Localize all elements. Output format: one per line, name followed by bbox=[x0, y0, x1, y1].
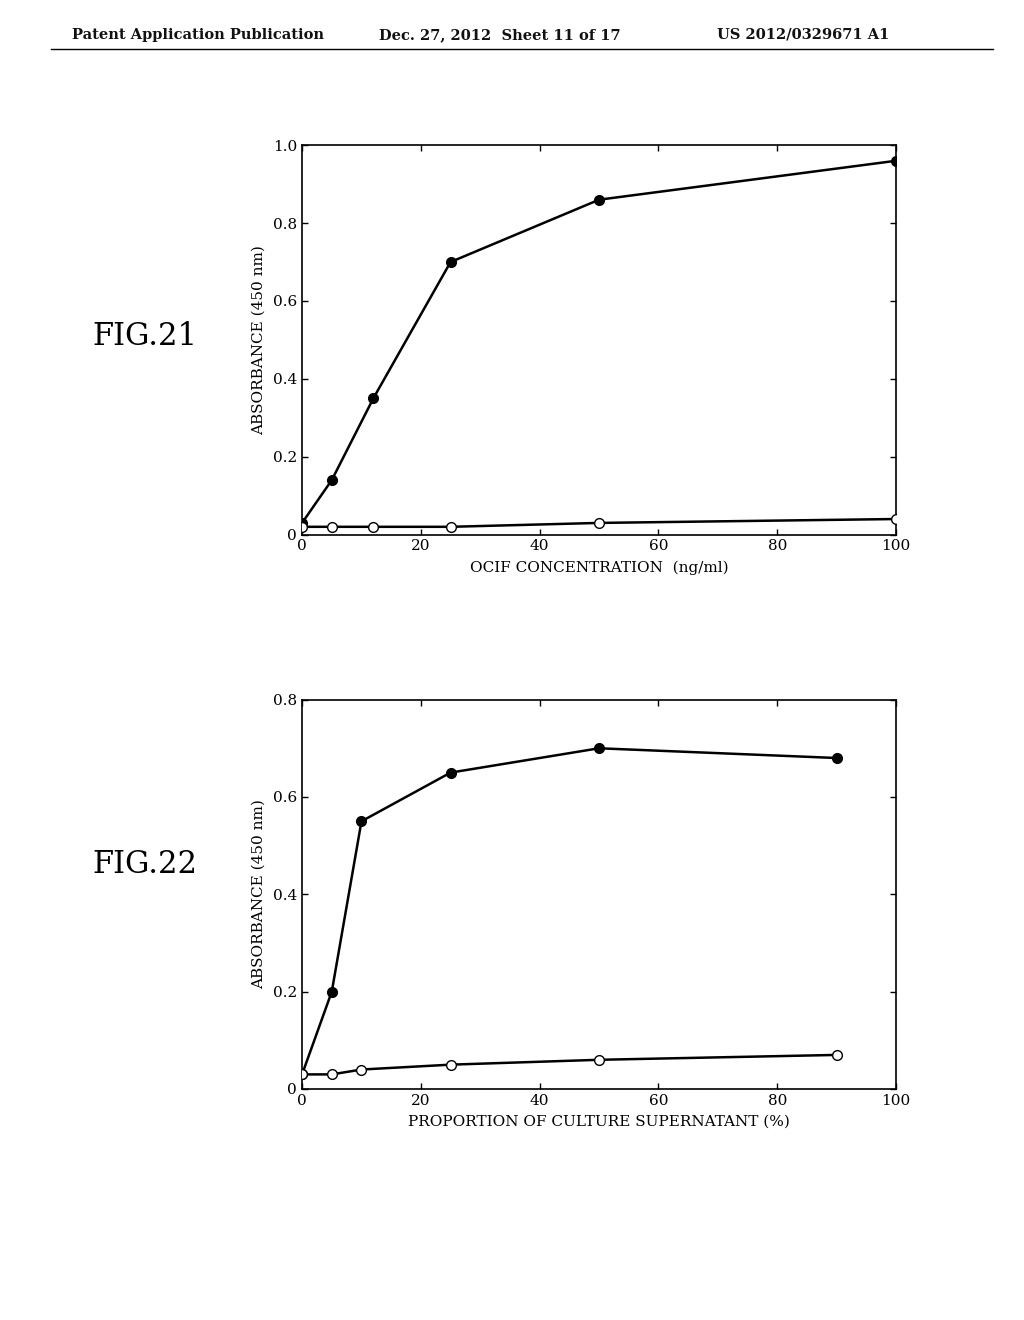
Text: US 2012/0329671 A1: US 2012/0329671 A1 bbox=[717, 28, 889, 42]
Y-axis label: ABSORBANCE (450 nm): ABSORBANCE (450 nm) bbox=[252, 246, 266, 434]
Text: FIG.21: FIG.21 bbox=[92, 321, 198, 352]
Text: Patent Application Publication: Patent Application Publication bbox=[72, 28, 324, 42]
Y-axis label: ABSORBANCE (450 nm): ABSORBANCE (450 nm) bbox=[252, 800, 266, 989]
X-axis label: OCIF CONCENTRATION  (ng/ml): OCIF CONCENTRATION (ng/ml) bbox=[470, 561, 728, 574]
Text: Dec. 27, 2012  Sheet 11 of 17: Dec. 27, 2012 Sheet 11 of 17 bbox=[379, 28, 621, 42]
X-axis label: PROPORTION OF CULTURE SUPERNATANT (%): PROPORTION OF CULTURE SUPERNATANT (%) bbox=[409, 1115, 790, 1129]
Text: FIG.22: FIG.22 bbox=[92, 849, 198, 880]
